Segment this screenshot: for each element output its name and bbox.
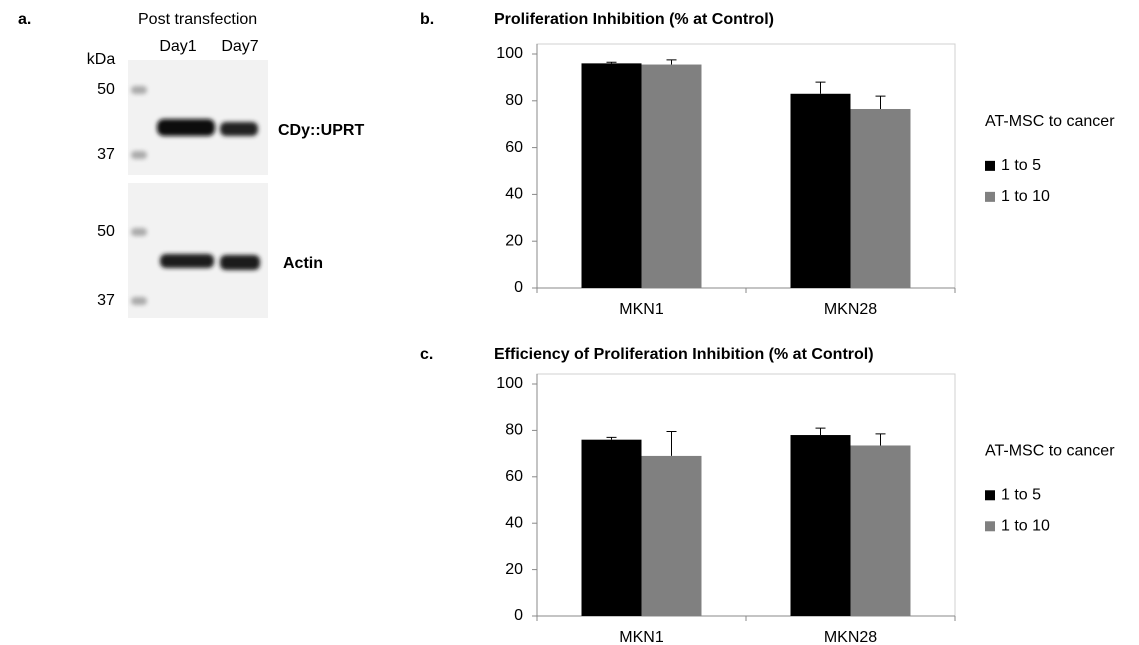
bar — [851, 109, 911, 288]
y-tick-label: 60 — [505, 139, 523, 156]
error-bar — [667, 432, 677, 456]
x-tick-label: MKN28 — [824, 629, 877, 645]
chart-title: Proliferation Inhibition (% at Control) — [494, 11, 774, 28]
y-tick-label: 80 — [505, 422, 523, 439]
marker-label: 50 — [97, 223, 115, 240]
unit-label: kDa — [87, 51, 116, 68]
legend-label: 1 to 10 — [1001, 188, 1050, 205]
panel-label: c. — [420, 346, 433, 363]
error-bar — [667, 60, 677, 65]
error-bar — [607, 62, 617, 63]
blot-title: Post transfection — [138, 11, 257, 28]
band-label: CDy::UPRT — [278, 122, 364, 139]
legend-label: 1 to 10 — [1001, 517, 1050, 534]
x-tick-label: MKN1 — [619, 629, 664, 645]
x-tick-label: MKN28 — [824, 301, 877, 318]
bar — [642, 65, 702, 288]
band-label: Actin — [283, 255, 323, 272]
legend-swatch — [985, 192, 995, 202]
lane-label: Day7 — [221, 38, 258, 55]
error-bar — [816, 428, 826, 435]
x-tick-label: MKN1 — [619, 301, 664, 318]
y-tick-label: 40 — [505, 514, 523, 531]
bar — [582, 440, 642, 616]
legend-title: AT-MSC to cancer — [985, 442, 1115, 459]
legend-swatch — [985, 161, 995, 171]
panel-label: b. — [420, 11, 434, 28]
blot-image — [128, 60, 268, 318]
y-tick-label: 0 — [514, 607, 523, 624]
panel-label: a. — [18, 11, 31, 28]
bar — [791, 435, 851, 616]
y-tick-label: 100 — [496, 45, 523, 62]
error-bar — [816, 82, 826, 94]
marker-label: 37 — [97, 292, 115, 309]
legend-label: 1 to 5 — [1001, 157, 1041, 174]
y-tick-label: 60 — [505, 468, 523, 485]
error-bar — [607, 437, 617, 439]
marker-label: 50 — [97, 81, 115, 98]
y-tick-label: 100 — [496, 375, 523, 392]
legend-title: AT-MSC to cancer — [985, 113, 1115, 130]
marker-label: 37 — [97, 146, 115, 163]
bar — [642, 456, 702, 616]
bar — [851, 445, 911, 616]
y-tick-label: 20 — [505, 232, 523, 249]
y-tick-label: 40 — [505, 186, 523, 203]
legend-label: 1 to 5 — [1001, 486, 1041, 503]
y-tick-label: 80 — [505, 92, 523, 109]
error-bar — [876, 96, 886, 109]
chart-title: Efficiency of Proliferation Inhibition (… — [494, 346, 874, 363]
error-bar — [876, 434, 886, 446]
bar — [791, 94, 851, 288]
legend-swatch — [985, 490, 995, 500]
y-tick-label: 0 — [514, 279, 523, 296]
legend-swatch — [985, 521, 995, 531]
figure: a. Post transfection Day1 Day7 kDa 50 37… — [0, 0, 1139, 645]
bar — [582, 63, 642, 288]
lane-label: Day1 — [159, 38, 196, 55]
y-tick-label: 20 — [505, 561, 523, 578]
